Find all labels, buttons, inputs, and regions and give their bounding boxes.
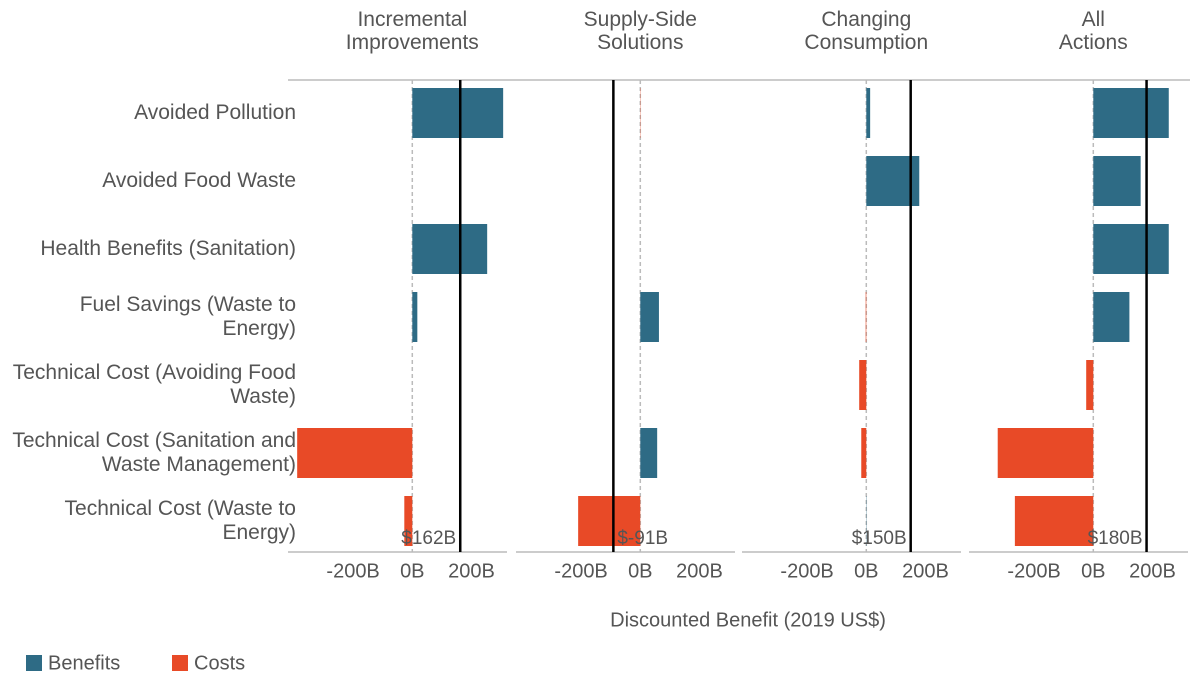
x-tick-label: -200B: [1007, 560, 1060, 582]
bar: [865, 292, 867, 342]
legend-swatch: [26, 655, 42, 671]
x-tick-label: 0B: [400, 560, 424, 582]
bar: [412, 88, 504, 138]
x-tick-label: -200B: [780, 560, 833, 582]
x-tick-label: 200B: [448, 560, 495, 582]
bar: [1014, 496, 1094, 546]
bar: [1093, 292, 1130, 342]
category-label: Technical Cost (Avoiding Food Waste): [12, 361, 296, 408]
legend-label: Benefits: [48, 652, 120, 674]
legend-label: Costs: [194, 652, 245, 674]
legend-swatch: [172, 655, 188, 671]
x-tick-label: 0B: [1081, 560, 1105, 582]
net-label: $150B: [852, 528, 907, 549]
x-axis-label: Discounted Benefit (2019 US$): [610, 609, 886, 631]
net-label: $162B: [401, 528, 456, 549]
bar: [297, 428, 413, 478]
bar: [412, 224, 488, 274]
bar: [640, 428, 658, 478]
x-tick-label: 0B: [628, 560, 652, 582]
bar: [412, 292, 418, 342]
x-tick-label: 200B: [902, 560, 949, 582]
bar: [1086, 360, 1094, 410]
bar: [640, 292, 659, 342]
x-tick-label: -200B: [326, 560, 379, 582]
bar: [859, 360, 867, 410]
panel-title: All Actions: [1058, 8, 1128, 54]
net-label: $180B: [1088, 528, 1143, 549]
category-label: Fuel Savings (Waste to Energy): [79, 293, 296, 340]
bar: [1093, 224, 1169, 274]
category-label: Technical Cost (Sanitation and Waste Man…: [12, 429, 296, 476]
bar: [866, 88, 871, 138]
category-label: Avoided Pollution: [134, 101, 296, 124]
panel-title: Supply-Side Solutions: [583, 8, 697, 54]
net-label: $-91B: [617, 528, 668, 549]
panel-title: Incremental Improvements: [345, 8, 479, 54]
bar: [1093, 88, 1169, 138]
category-label: Technical Cost (Waste to Energy): [64, 497, 296, 544]
bar: [1093, 156, 1141, 206]
category-label: Health Benefits (Sanitation): [40, 237, 296, 260]
bar: [578, 496, 641, 546]
panel-title: Changing Consumption: [804, 8, 929, 54]
x-tick-label: -200B: [554, 560, 607, 582]
category-label: Avoided Food Waste: [102, 169, 296, 192]
x-tick-label: 200B: [676, 560, 723, 582]
bar: [861, 428, 867, 478]
bar: [404, 496, 413, 546]
bar: [997, 428, 1094, 478]
x-tick-label: 0B: [854, 560, 878, 582]
x-tick-label: 200B: [1129, 560, 1176, 582]
